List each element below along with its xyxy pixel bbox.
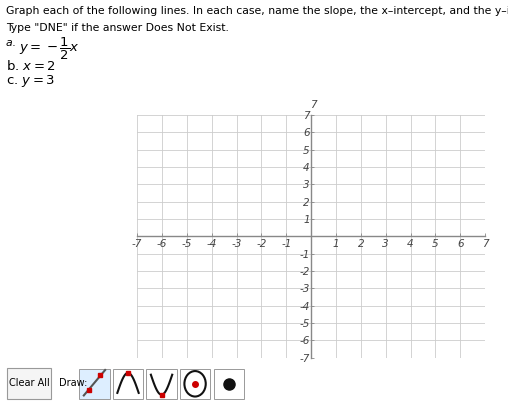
FancyBboxPatch shape	[113, 368, 143, 399]
Text: Graph each of the following lines. In each case, name the slope, the x–intercept: Graph each of the following lines. In ea…	[6, 6, 508, 16]
Text: Draw:: Draw:	[59, 378, 88, 388]
FancyBboxPatch shape	[146, 368, 177, 399]
Text: $y = -\dfrac{1}{2}x$: $y = -\dfrac{1}{2}x$	[19, 36, 80, 63]
FancyBboxPatch shape	[180, 368, 210, 399]
FancyBboxPatch shape	[79, 368, 110, 399]
Text: 7: 7	[310, 100, 316, 110]
FancyBboxPatch shape	[213, 368, 244, 399]
Text: a.: a.	[6, 38, 20, 48]
Text: Clear All: Clear All	[9, 378, 50, 388]
Text: b. $x = 2$: b. $x = 2$	[6, 59, 56, 73]
Text: Type "DNE" if the answer Does Not Exist.: Type "DNE" if the answer Does Not Exist.	[6, 23, 229, 33]
FancyBboxPatch shape	[7, 368, 51, 400]
Text: c. $y = 3$: c. $y = 3$	[6, 73, 55, 89]
